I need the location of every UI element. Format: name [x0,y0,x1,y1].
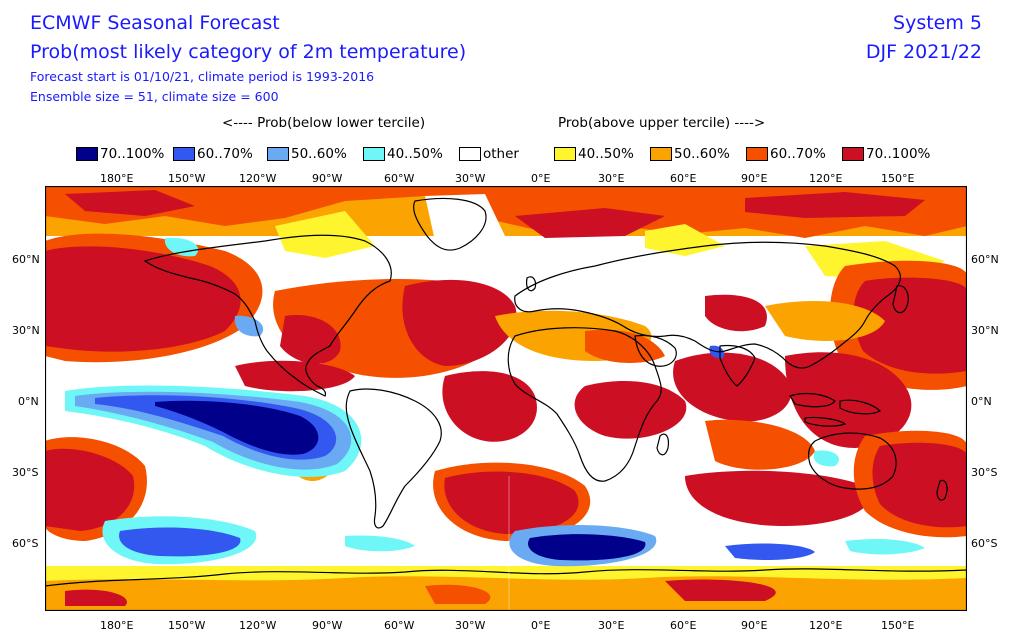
lat-tick-right: 0°N [971,395,992,408]
lat-tick-right: 60°S [971,537,998,550]
lon-tick-top: 0°E [531,172,551,185]
lon-tick-bottom: 30°E [598,619,625,632]
above-tercile-label: Prob(above upper tercile) ----> [558,115,766,131]
arctic-warm-band [45,186,967,281]
greenland-outline [413,197,487,251]
legend-item-below-50-60: 50..60% [267,146,347,162]
legend-item-above-60-70: 60..70% [746,146,826,162]
map-border [45,186,967,611]
lon-tick-bottom: 30°W [455,619,486,632]
legend-swatch [173,147,195,161]
lon-tick-top: 30°W [455,172,486,185]
legend-item-below-60-70: 60..70% [173,146,253,162]
legend-swatch [746,147,768,161]
legend-swatch [76,147,98,161]
japan-outline [892,285,909,314]
legend-item-other: other [459,146,519,162]
legend-item-above-50-60: 50..60% [650,146,730,162]
legend-swatch [459,147,481,161]
lat-tick-right: 30°S [971,466,998,479]
ensemble-size-info: Ensemble size = 51, climate size = 600 [30,89,279,104]
legend-label: 60..70% [197,146,253,162]
season-label: DJF 2021/22 [865,41,982,63]
lon-tick-bottom: 150°W [168,619,206,632]
lon-tick-bottom: 60°E [670,619,697,632]
lat-tick-left: 60°S [12,537,39,550]
lat-tick-left: 60°N [12,253,40,266]
legend-swatch [842,147,864,161]
forecast-start-info: Forecast start is 01/10/21, climate peri… [30,69,375,84]
lon-tick-bottom: 0°E [531,619,551,632]
lon-tick-top: 30°E [598,172,625,185]
lon-tick-top: 60°E [670,172,697,185]
new-zealand-outline [936,479,948,501]
legend-label: other [483,146,519,162]
antarctic-band [45,566,967,611]
uk-outline [526,276,537,292]
legend-item-above-40-50: 40..50% [554,146,634,162]
map-title: ECMWF Seasonal Forecast [30,12,280,34]
lon-tick-bottom: 120°E [809,619,843,632]
antarctica-outline [45,568,967,587]
lon-tick-bottom: 60°W [384,619,415,632]
africa-outline [507,327,662,482]
lon-tick-top: 120°W [239,172,277,185]
lat-tick-left: 30°S [12,466,39,479]
lon-tick-top: 90°W [312,172,343,185]
legend-swatch [363,147,385,161]
eurasia-outline [514,241,902,369]
lon-tick-bottom: 120°W [239,619,277,632]
legend-item-above-70-100: 70..100% [842,146,930,162]
north-pacific-warm [45,233,967,390]
lon-tick-bottom: 90°W [312,619,343,632]
lat-tick-left: 30°N [12,324,40,337]
southern-warm [45,430,967,541]
lon-tick-top: 150°W [168,172,206,185]
lon-tick-bottom: 180°E [100,619,134,632]
indonesia-outline [789,392,882,427]
legend-swatch [554,147,576,161]
legend-label: 40..50% [387,146,443,162]
legend-label: 60..70% [770,146,826,162]
madagascar-outline [656,433,670,456]
system-label: System 5 [893,12,982,34]
lon-tick-bottom: 150°E [881,619,915,632]
below-tercile-label: <---- Prob(below lower tercile) [222,115,426,131]
legend-swatch [267,147,289,161]
legend-item-below-70-100: 70..100% [76,146,164,162]
la-nina-cold [65,385,362,477]
india-outline [719,344,756,387]
lon-tick-top: 180°E [100,172,134,185]
map-subtitle: Prob(most likely category of 2m temperat… [30,41,467,63]
north-atlantic-warm [235,279,517,392]
lon-tick-top: 60°W [384,172,415,185]
lat-tick-left: 0°N [18,395,39,408]
lon-tick-bottom: 90°E [741,619,768,632]
arabia-outline [634,334,677,367]
legend-item-below-40-50: 40..50% [363,146,443,162]
legend-label: 50..60% [291,146,347,162]
lat-tick-right: 30°N [971,324,999,337]
lon-tick-top: 150°E [881,172,915,185]
legend-label: 70..100% [100,146,165,162]
lat-tick-right: 60°N [971,253,999,266]
north-america-outline [143,234,392,397]
australia-outline [808,432,897,490]
legend-label: 40..50% [578,146,634,162]
southern-ocean-cold [102,237,925,567]
lon-tick-top: 90°E [741,172,768,185]
probability-map [45,186,967,611]
south-america-outline [345,388,442,529]
legend-label: 50..60% [674,146,730,162]
legend-swatch [650,147,672,161]
legend-label: 70..100% [866,146,931,162]
lon-tick-top: 120°E [809,172,843,185]
coastlines [45,197,967,587]
